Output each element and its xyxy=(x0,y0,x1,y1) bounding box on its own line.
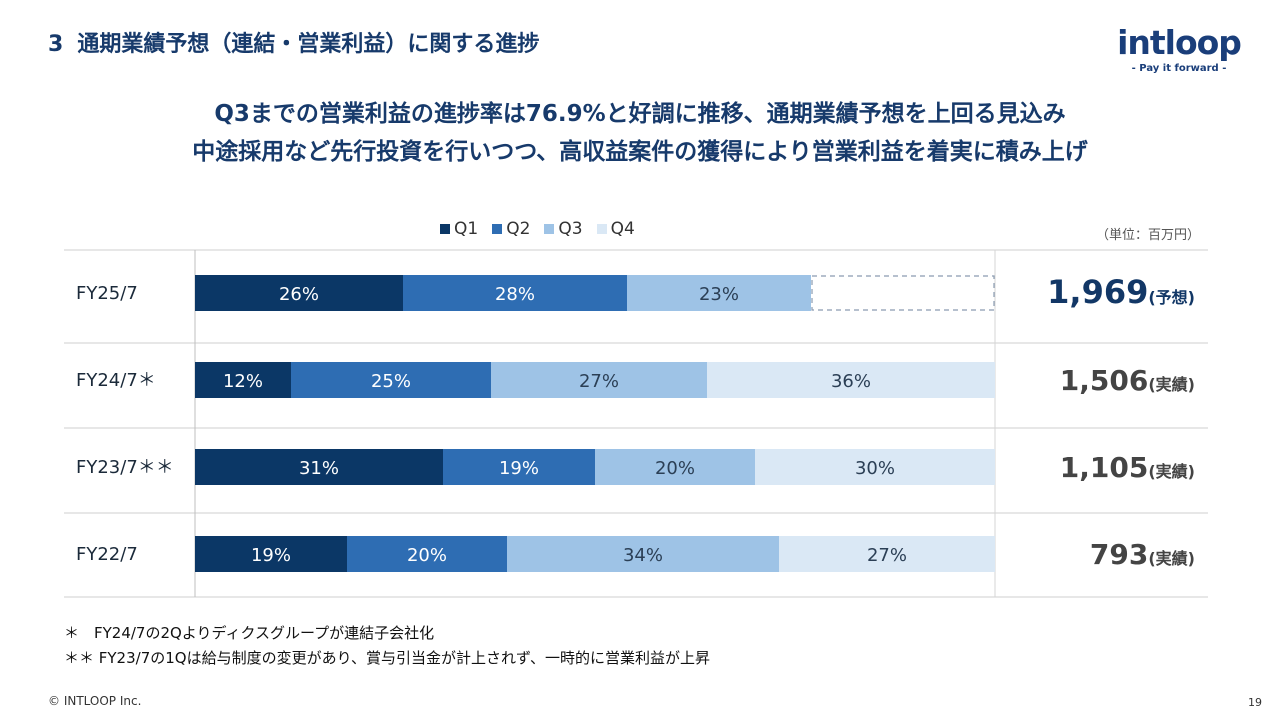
headline-line-1: Q3までの営業利益の進捗率は76.9%と好調に推移、通期業績予想を上回る見込み xyxy=(214,101,1066,127)
logo-tagline: - Pay it forward - xyxy=(1131,63,1227,74)
slide-title: 3 通期業績予想（連結・営業利益）に関する進捗 xyxy=(48,26,539,58)
data-label: 20% xyxy=(407,545,447,566)
total-note: (実績) xyxy=(1148,375,1195,394)
page-number: 19 xyxy=(1248,696,1262,709)
legend-item-q3: Q3 xyxy=(544,218,583,240)
copyright: © INTLOOP Inc. xyxy=(48,694,142,708)
legend-item-q4: Q4 xyxy=(596,218,635,240)
total-value: 1,969 xyxy=(1047,273,1148,311)
category-label: FY22/7 xyxy=(76,544,138,565)
footnote-1: ＊ FY24/7の2Qよりディクスグループが連結子会社化 xyxy=(64,624,435,642)
total-label: 1,105(実績) xyxy=(1060,451,1195,484)
data-label: 28% xyxy=(495,284,535,305)
bar-segment-q2 xyxy=(347,536,507,572)
total-note: (実績) xyxy=(1148,462,1195,481)
category-label: FY24/7＊ xyxy=(76,370,156,391)
bar-segment-q4 xyxy=(779,536,995,572)
legend-item-q1: Q1 xyxy=(440,218,478,240)
total-label: 1,506(実績) xyxy=(1060,364,1195,397)
total-label: 793(実績) xyxy=(1090,538,1195,571)
data-label: 27% xyxy=(867,545,907,566)
legend-item-q2: Q2 xyxy=(492,218,530,240)
legend-label-q1: Q1 xyxy=(454,219,479,239)
bar-segment-q1 xyxy=(195,449,443,485)
data-label: 23% xyxy=(699,284,739,305)
bar-segment-q4 xyxy=(707,362,995,398)
bar-segment-q1 xyxy=(195,275,403,311)
logo-wordmark: intloop xyxy=(1117,23,1242,62)
total-value: 1,506 xyxy=(1060,364,1149,397)
legend-label-q3: Q3 xyxy=(558,219,583,239)
data-label: 27% xyxy=(579,371,619,392)
data-label: 20% xyxy=(655,458,695,479)
unit-label: （単位：百万円） xyxy=(1096,228,1201,243)
company-logo: intloop - Pay it forward - xyxy=(1108,22,1250,80)
bar-segment-q2 xyxy=(291,362,491,398)
bar-segment-q1 xyxy=(195,536,347,572)
bar-segment-q1 xyxy=(195,362,291,398)
data-label: 26% xyxy=(279,284,319,305)
category-label: FY25/7 xyxy=(76,283,138,304)
forecast-remaining-outline xyxy=(811,275,995,311)
section-number: 3 xyxy=(48,32,64,57)
data-label: 34% xyxy=(623,545,663,566)
category-label: FY23/7＊＊ xyxy=(76,457,174,478)
chart-legend: Q1 Q2 Q3 Q4 xyxy=(440,218,635,240)
bar-segment-q4 xyxy=(755,449,995,485)
legend-label-q2: Q2 xyxy=(506,219,531,239)
bar-segment-q3 xyxy=(491,362,707,398)
title-text: 通期業績予想（連結・営業利益）に関する進捗 xyxy=(77,32,540,57)
footnote-2: ＊＊ FY23/7の1Qは給与制度の変更があり、賞与引当金が計上されず、一時的に… xyxy=(64,649,710,667)
bar-segment-q2 xyxy=(443,449,595,485)
legend-swatch-q2 xyxy=(492,224,503,234)
data-label: 19% xyxy=(499,458,539,479)
data-label: 31% xyxy=(299,458,339,479)
total-value: 793 xyxy=(1090,538,1148,571)
bar-segment-q3 xyxy=(627,275,811,311)
total-value: 1,105 xyxy=(1060,451,1149,484)
bar-segment-q2 xyxy=(403,275,627,311)
legend-swatch-q3 xyxy=(544,224,555,234)
total-note: (実績) xyxy=(1148,549,1195,568)
data-label: 36% xyxy=(831,371,871,392)
data-label: 30% xyxy=(855,458,895,479)
legend-swatch-q1 xyxy=(440,224,450,234)
bar-segment-q3 xyxy=(595,449,755,485)
legend-label-q4: Q4 xyxy=(610,219,635,239)
total-note: (予想) xyxy=(1148,288,1195,307)
bar-segment-q3 xyxy=(507,536,779,572)
legend-swatch-q4 xyxy=(596,224,607,234)
data-label: 25% xyxy=(371,371,411,392)
data-label: 12% xyxy=(223,371,263,392)
data-label: 19% xyxy=(251,545,291,566)
headline-line-2: 中途採用など先行投資を行いつつ、高収益案件の獲得により営業利益を着実に積み上げ xyxy=(192,139,1088,165)
total-label: 1,969(予想) xyxy=(1047,273,1195,311)
